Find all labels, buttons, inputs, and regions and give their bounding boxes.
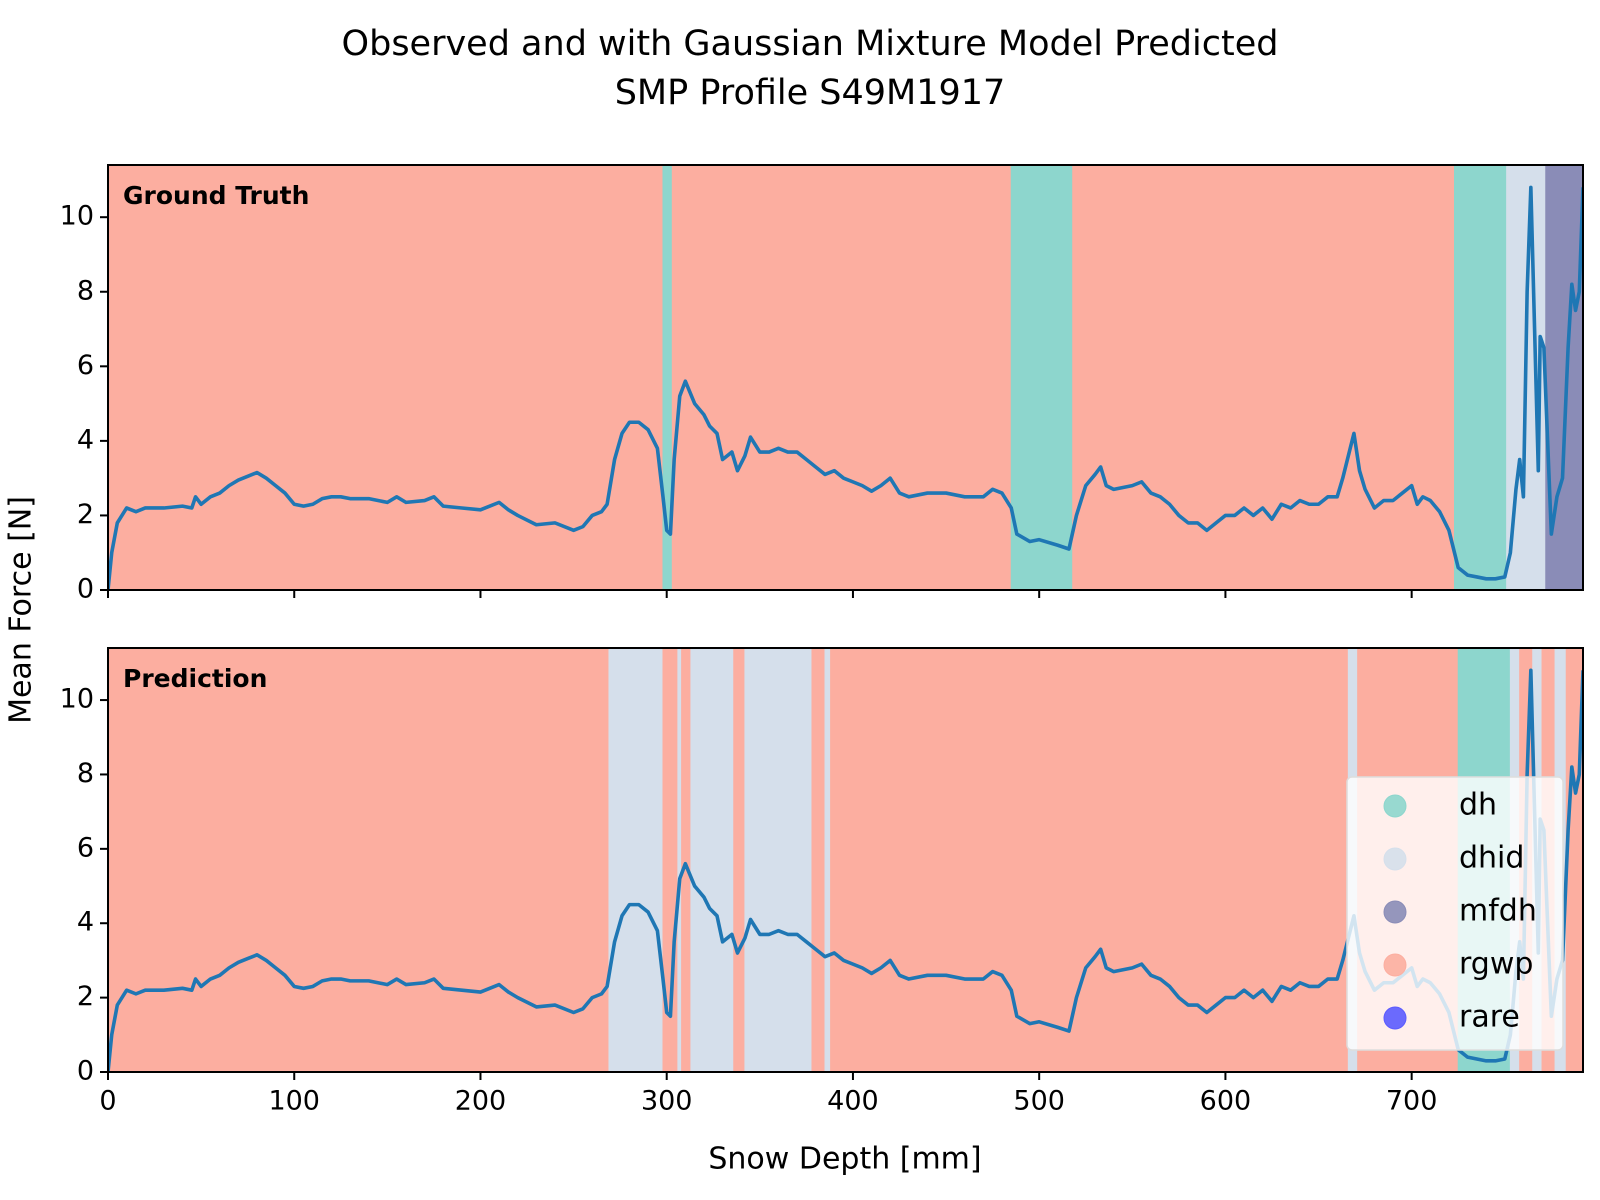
legend-box (1346, 776, 1564, 1051)
y-tick-label: 10 (60, 684, 94, 715)
legend-marker (1383, 847, 1407, 871)
x-tick-label: 400 (827, 1086, 879, 1117)
x-tick-label: 300 (641, 1086, 693, 1117)
class-region (108, 648, 610, 1072)
y-tick-label: 0 (77, 1056, 94, 1087)
legend-label: dh (1459, 788, 1497, 823)
class-region (830, 648, 1349, 1072)
legend-marker (1383, 953, 1407, 977)
panel-label: Prediction (123, 664, 267, 693)
y-tick-label: 2 (77, 499, 94, 530)
panel-label: Ground Truth (123, 181, 309, 210)
class-region (744, 648, 813, 1072)
class-region (1010, 165, 1074, 590)
legend-label: rgwp (1459, 947, 1533, 982)
x-tick-label: 600 (1200, 1086, 1252, 1117)
force-line (108, 185, 1583, 590)
y-tick-label: 8 (77, 275, 94, 306)
class-region (733, 648, 746, 1072)
y-tick-label: 8 (77, 758, 94, 789)
y-tick-label: 2 (77, 981, 94, 1012)
plot-area (108, 165, 1583, 590)
legend-marker (1383, 794, 1407, 818)
x-tick-label: 700 (1386, 1086, 1438, 1117)
chart-subtitle: SMP Profile S49M1917 (615, 73, 1006, 113)
y-tick-label: 6 (77, 832, 94, 863)
legend-marker (1383, 900, 1407, 924)
axes-frame (107, 164, 1584, 591)
x-tick-label: 500 (1013, 1086, 1065, 1117)
class-region (824, 648, 832, 1072)
class-region (1453, 165, 1508, 590)
class-region (677, 648, 683, 1072)
legend-label: rare (1459, 1000, 1520, 1035)
y-tick-label: 0 (77, 574, 94, 605)
x-tick-label: 0 (99, 1086, 116, 1117)
legend-label: mfdh (1459, 894, 1537, 929)
y-axis-label: Mean Force [N] (4, 496, 39, 724)
class-region (108, 165, 664, 590)
chart-title: Observed and with Gaussian Mixture Model… (342, 24, 1279, 64)
class-region (671, 165, 1012, 590)
y-tick-label: 10 (60, 201, 94, 232)
class-region (811, 648, 826, 1072)
legend-label: dhid (1459, 841, 1524, 876)
y-tick-label: 4 (77, 907, 94, 938)
class-region (1072, 165, 1455, 590)
x-tick-label: 100 (268, 1086, 320, 1117)
axes-frame (107, 647, 1584, 1073)
x-axis-label: Snow Depth [mm] (708, 1142, 981, 1177)
y-tick-label: 6 (77, 350, 94, 381)
class-region (608, 648, 664, 1072)
x-tick-label: 200 (455, 1086, 507, 1117)
legend-marker (1383, 1006, 1407, 1030)
class-region (681, 648, 692, 1072)
class-region (690, 648, 735, 1072)
y-tick-label: 4 (77, 424, 94, 455)
plot-area (108, 648, 1583, 1072)
